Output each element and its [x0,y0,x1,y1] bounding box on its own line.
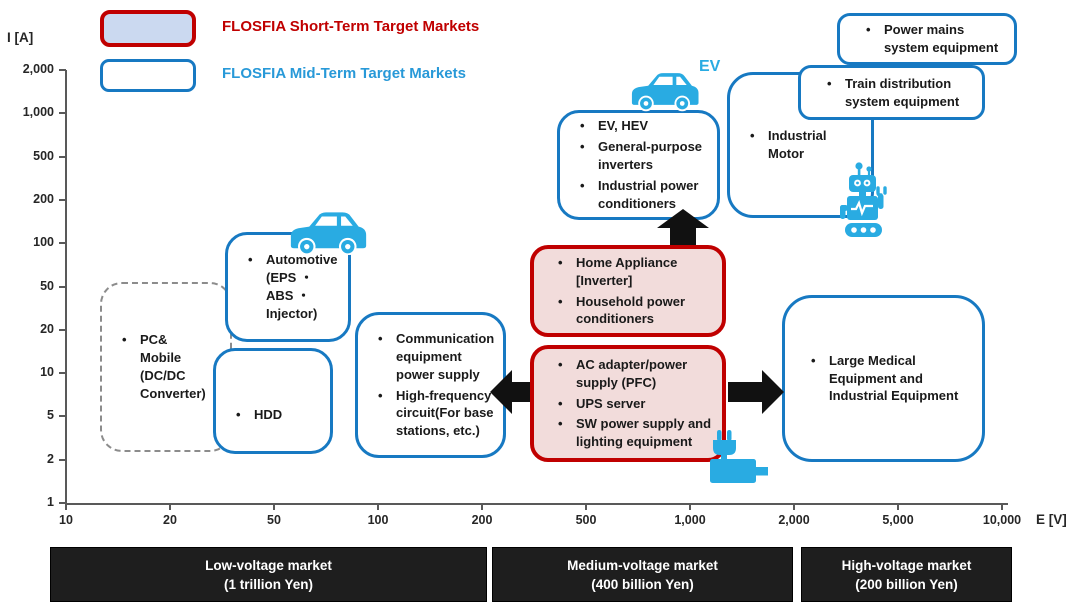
legend-label-short-term: FLOSFIA Short-Term Target Markets [222,18,480,35]
y-tickmark [59,286,66,288]
robot-icon [840,162,887,237]
ev-car-icon [631,73,699,112]
market-band-title: Low-voltage market [205,558,332,574]
bullet-item: Industrial power conditioners [572,177,711,213]
y-tick-label: 10 [40,365,54,379]
x-axis-line [65,503,1008,505]
box-ev-hev: EV, HEV General-purpose inverters Indust… [557,110,720,220]
bullet-item: Large Medical Equipment and Industrial E… [803,352,976,406]
x-tick-label: 200 [471,513,493,527]
car-icon [290,212,367,255]
x-tick-label: 5,000 [882,513,914,527]
x-tickmark [897,503,899,510]
y-tick-label: 2,000 [22,62,54,76]
box-communication: Communication equipment power supply Hig… [355,312,506,458]
power-plug-icon [710,430,768,483]
arrow-up-icon [657,209,709,252]
y-tick-label: 2 [47,452,54,466]
y-tickmark [59,329,66,331]
market-band-subtitle: (200 billion Yen) [855,576,958,592]
bullet-item: UPS server [550,395,716,413]
y-tick-label: 50 [40,279,54,293]
x-tickmark [689,503,691,510]
x-tick-label: 10 [59,513,73,527]
bullet-item: Communication equipment power supply [370,330,497,384]
y-tick-label: 200 [33,192,54,206]
market-band-title: Medium-voltage market [567,558,718,574]
bullet-item: SW power supply and lighting equipment [550,415,716,451]
y-tick-label: 500 [33,149,54,163]
y-tickmark [59,112,66,114]
box-large-medical: Large Medical Equipment and Industrial E… [782,295,985,462]
bullet-item: Home Appliance [Inverter] [550,254,716,290]
y-tickmark [59,459,66,461]
market-band-high-voltage: High-voltage market (200 billion Yen) [801,547,1012,602]
x-tickmark [793,503,795,510]
y-tickmark [59,242,66,244]
x-tickmark [585,503,587,510]
x-tick-label: 2,000 [778,513,810,527]
y-tickmark [59,69,66,71]
y-tick-label: 1 [47,495,54,509]
x-tickmark [481,503,483,510]
x-tick-label: 100 [367,513,389,527]
box-power-mains: Power mains system equipment [837,13,1017,65]
y-tick-label: 5 [47,408,54,422]
x-tickmark [65,503,67,510]
x-tick-label: 20 [163,513,177,527]
y-axis-line [65,70,67,504]
x-tick-label: 10,000 [982,513,1022,527]
y-tick-label: 100 [33,235,54,249]
x-tickmark [273,503,275,510]
box-train-distribution: Train distribution system equipment [798,65,985,120]
bullet-item: AC adapter/power supply (PFC) [550,356,716,392]
x-tickmark [169,503,171,510]
x-tick-label: 50 [267,513,281,527]
y-tick-label: 20 [40,322,54,336]
bullet-item: Train distribution system equipment [819,75,962,111]
y-tickmark [59,415,66,417]
bullet-item: PC& Mobile (DC/DC Converter) [114,331,208,403]
x-tick-label: 1,000 [674,513,706,527]
legend-label-mid-term: FLOSFIA Mid-Term Target Markets [222,65,466,82]
y-tick-label: 1,000 [22,105,54,119]
box-automotive: Automotive (EPS ・ ABS ・ Injector) [225,232,351,342]
bullet-item: Industrial Motor [742,127,865,163]
x-axis-title: E [V] [1036,512,1067,527]
bullet-item: General-purpose inverters [572,138,711,174]
x-tickmark [377,503,379,510]
bullet-item: Automotive (EPS ・ ABS ・ Injector) [240,251,342,323]
legend-swatch-mid-term [100,59,196,92]
box-hdd: HDD [213,348,333,454]
bullet-item: High-frequency circuit(For base stations… [370,387,497,441]
bullet-item: Power mains system equipment [858,21,1008,57]
bullet-item: Household power conditioners [550,293,716,329]
market-band-low-voltage: Low-voltage market (1 trillion Yen) [50,547,487,602]
bullet-item: HDD [228,406,324,424]
market-band-subtitle: (400 billion Yen) [591,576,694,592]
market-band-medium-voltage: Medium-voltage market (400 billion Yen) [492,547,793,602]
arrow-right-icon [728,370,784,414]
y-tickmark [59,156,66,158]
box-ac-adapter: AC adapter/power supply (PFC) UPS server… [530,345,726,462]
ev-label: EV [699,58,721,75]
box-home-appliance: Home Appliance [Inverter] Household powe… [530,245,726,337]
x-tick-label: 500 [575,513,597,527]
legend-swatch-short-term [100,10,196,47]
bullet-item: EV, HEV [572,117,711,135]
x-tickmark [1001,503,1003,510]
y-tickmark [59,372,66,374]
y-axis-title: I [A] [7,30,34,45]
market-band-title: High-voltage market [841,558,972,574]
market-band-subtitle: (1 trillion Yen) [223,576,313,592]
arrow-left-icon [490,370,540,414]
y-tickmark [59,502,66,504]
y-tickmark [59,199,66,201]
